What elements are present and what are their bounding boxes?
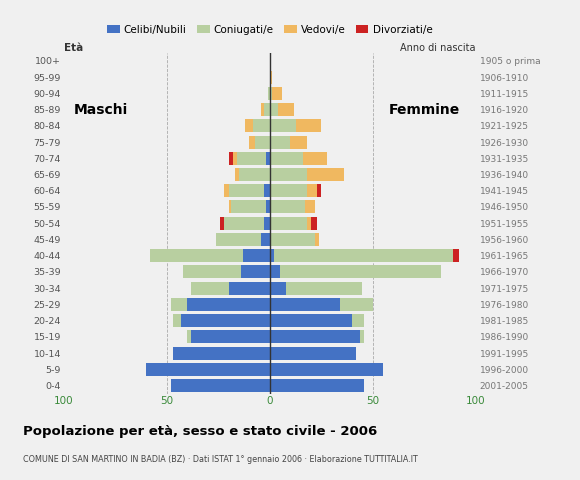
Bar: [315, 233, 319, 246]
Bar: [229, 152, 233, 165]
Bar: [270, 330, 360, 343]
Bar: [249, 135, 255, 148]
Bar: [187, 298, 270, 311]
Bar: [216, 233, 262, 246]
Bar: [263, 184, 270, 197]
Bar: [270, 379, 364, 392]
Bar: [278, 103, 295, 116]
Bar: [270, 135, 290, 148]
Bar: [270, 216, 307, 230]
Bar: [171, 379, 270, 392]
Bar: [243, 249, 270, 262]
Bar: [272, 87, 282, 100]
Bar: [237, 152, 266, 165]
Bar: [263, 216, 270, 230]
Bar: [255, 135, 270, 148]
Bar: [262, 103, 263, 116]
Bar: [229, 282, 270, 295]
Bar: [220, 216, 224, 230]
Bar: [231, 201, 266, 214]
Bar: [266, 152, 270, 165]
Text: Anno di nascita: Anno di nascita: [400, 43, 476, 53]
Bar: [241, 265, 270, 278]
Bar: [173, 347, 270, 360]
Bar: [187, 330, 191, 343]
Bar: [233, 152, 237, 165]
Bar: [270, 265, 280, 278]
Bar: [146, 363, 270, 376]
Bar: [307, 216, 311, 230]
Text: Età: Età: [64, 43, 83, 53]
Bar: [150, 249, 243, 262]
Bar: [270, 282, 286, 295]
Bar: [270, 120, 296, 132]
Bar: [267, 87, 270, 100]
Bar: [304, 201, 315, 214]
Bar: [270, 87, 272, 100]
Bar: [453, 249, 459, 262]
Bar: [270, 347, 356, 360]
Bar: [274, 249, 453, 262]
Bar: [307, 168, 344, 181]
Bar: [270, 363, 383, 376]
Bar: [224, 184, 229, 197]
Bar: [286, 282, 362, 295]
Bar: [270, 71, 272, 84]
Bar: [181, 314, 270, 327]
Text: Femmine: Femmine: [389, 103, 461, 117]
Bar: [270, 168, 307, 181]
Bar: [266, 201, 270, 214]
Bar: [245, 120, 253, 132]
Bar: [270, 184, 307, 197]
Bar: [229, 184, 263, 197]
Bar: [280, 265, 441, 278]
Bar: [317, 184, 321, 197]
Text: Popolazione per età, sesso e stato civile - 2006: Popolazione per età, sesso e stato civil…: [23, 425, 378, 438]
Bar: [191, 282, 229, 295]
Text: COMUNE DI SAN MARTINO IN BADIA (BZ) · Dati ISTAT 1° gennaio 2006 · Elaborazione : COMUNE DI SAN MARTINO IN BADIA (BZ) · Da…: [23, 455, 418, 464]
Bar: [171, 298, 187, 311]
Bar: [183, 265, 241, 278]
Bar: [311, 216, 317, 230]
Bar: [290, 135, 307, 148]
Bar: [352, 314, 364, 327]
Bar: [307, 184, 317, 197]
Bar: [229, 201, 231, 214]
Bar: [253, 120, 270, 132]
Bar: [270, 152, 303, 165]
Text: Maschi: Maschi: [74, 103, 128, 117]
Bar: [191, 330, 270, 343]
Bar: [270, 298, 340, 311]
Bar: [270, 201, 304, 214]
Bar: [263, 103, 270, 116]
Bar: [303, 152, 327, 165]
Bar: [270, 314, 352, 327]
Bar: [262, 233, 270, 246]
Bar: [173, 314, 181, 327]
Bar: [270, 249, 274, 262]
Legend: Celibi/Nubili, Coniugati/e, Vedovi/e, Divorziati/e: Celibi/Nubili, Coniugati/e, Vedovi/e, Di…: [103, 21, 437, 39]
Bar: [340, 298, 372, 311]
Bar: [239, 168, 270, 181]
Bar: [270, 103, 278, 116]
Bar: [235, 168, 239, 181]
Bar: [360, 330, 364, 343]
Bar: [296, 120, 321, 132]
Bar: [224, 216, 263, 230]
Bar: [270, 233, 315, 246]
